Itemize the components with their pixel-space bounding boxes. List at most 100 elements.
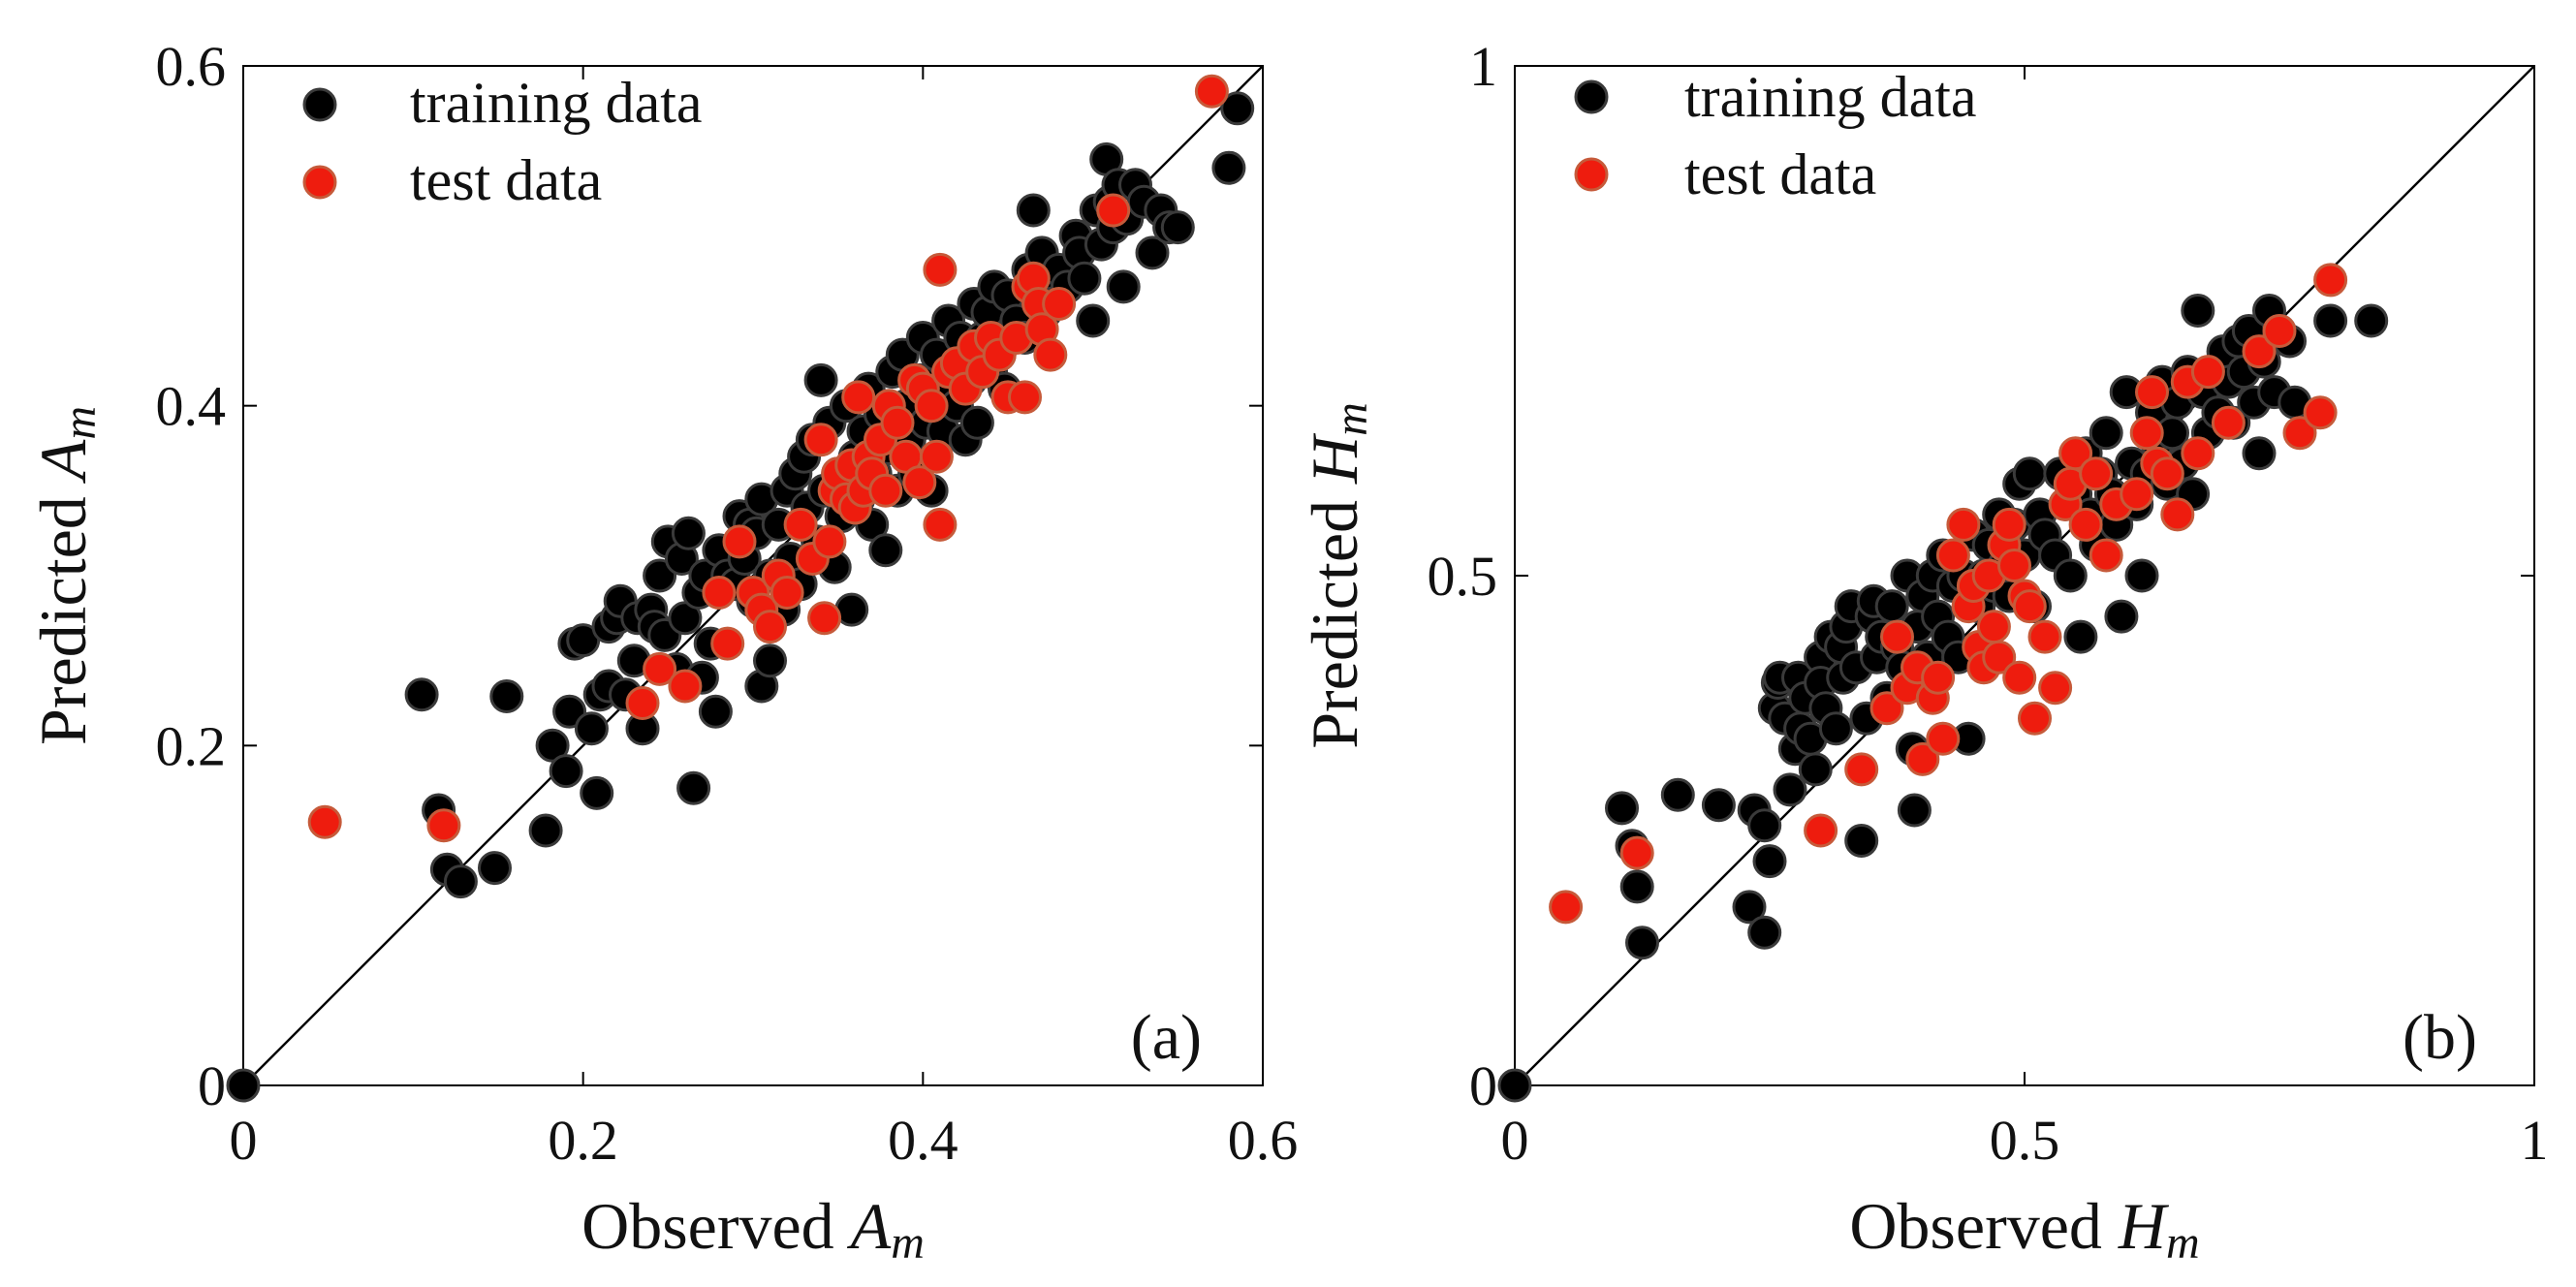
- legend-label-test-b: test data: [1684, 142, 1876, 206]
- training-point-a-14: [580, 775, 614, 810]
- test-point-a-0: [307, 804, 342, 839]
- test-point-b-44: [2181, 436, 2215, 471]
- plot-area-a: [242, 65, 1264, 1086]
- test-point-a-36: [919, 439, 954, 474]
- training-point-b-75: [2053, 558, 2088, 593]
- ticks-b: 0 0.5 1 0 0.5 1: [1428, 35, 2549, 1172]
- training-point-a-10: [552, 694, 587, 729]
- x-tick-label-a-0: 0: [230, 1109, 258, 1172]
- training-point-a-6: [489, 679, 524, 713]
- y-tick-label-a-3: 0.6: [156, 35, 227, 98]
- training-point-a-135: [1220, 91, 1255, 126]
- legend-marker-training-b: [1574, 79, 1609, 114]
- test-point-b-3: [1844, 752, 1879, 787]
- training-point-a-109: [1016, 193, 1051, 228]
- legend-label-training-b: training data: [1684, 65, 1977, 129]
- test-point-a-56: [1194, 74, 1229, 109]
- legend-b: training data test data: [1574, 65, 1977, 206]
- training-point-b-10: [1747, 915, 1782, 950]
- test-point-b-1: [1619, 835, 1654, 870]
- test-point-b-38: [2129, 416, 2164, 451]
- training-point-b-119: [2313, 303, 2348, 338]
- test-point-a-2: [625, 686, 660, 720]
- test-point-b-35: [2089, 538, 2123, 573]
- training-point-b-100: [2181, 294, 2215, 328]
- y-axis-label-b: Predicted Hm: [1298, 402, 1377, 749]
- training-point-a-134: [1211, 150, 1246, 185]
- training-point-b-89: [2124, 558, 2159, 593]
- test-point-b-46: [2211, 405, 2246, 440]
- legend-label-test-a: test data: [410, 148, 602, 212]
- test-point-a-55: [1096, 193, 1131, 228]
- test-point-b-48: [2262, 314, 2297, 348]
- training-point-a-118: [1067, 261, 1102, 296]
- test-point-b-27: [2018, 701, 2052, 736]
- training-point-a-49: [753, 644, 787, 678]
- test-point-a-23: [841, 380, 876, 415]
- test-point-a-7: [722, 524, 757, 559]
- training-point-a-4: [443, 864, 478, 899]
- test-point-b-24: [2002, 660, 2037, 695]
- training-point-b-4: [1625, 926, 1659, 960]
- test-point-a-12: [770, 576, 804, 610]
- x-axis-label-a: Observed Am: [581, 1189, 925, 1269]
- training-point-b-27: [1818, 711, 1853, 746]
- test-point-b-4: [1869, 691, 1904, 726]
- training-point-b-45: [1897, 793, 1932, 828]
- test-point-a-3: [643, 651, 677, 686]
- training-point-b-112: [2242, 436, 2277, 471]
- test-point-b-0: [1549, 890, 1584, 925]
- training-point-b-77: [2063, 619, 2098, 654]
- training-point-a-7: [528, 813, 563, 848]
- x-axis-label-b: Observed Hm: [1849, 1189, 2199, 1269]
- x-tick-label-a-2: 0.4: [888, 1109, 958, 1172]
- test-points-b: [1549, 263, 2348, 925]
- test-point-b-41: [2150, 456, 2184, 491]
- legend-marker-test-a: [302, 165, 337, 200]
- training-point-a-33: [676, 770, 711, 805]
- test-point-b-22: [1992, 507, 2026, 542]
- training-point-b-5: [1660, 777, 1695, 812]
- test-point-a-4: [668, 669, 703, 704]
- test-point-a-33: [902, 465, 937, 500]
- y-tick-label-b-0: 0: [1469, 1054, 1497, 1117]
- test-point-a-54: [1042, 287, 1077, 321]
- test-point-b-45: [2190, 355, 2225, 390]
- test-point-b-49: [2282, 416, 2317, 451]
- test-point-b-8: [1905, 741, 1940, 776]
- test-point-a-38: [923, 252, 958, 287]
- training-point-b-11: [1752, 844, 1787, 879]
- test-point-a-15: [803, 423, 838, 457]
- training-point-a-13: [574, 711, 609, 746]
- test-point-a-6: [710, 626, 745, 661]
- test-point-a-5: [702, 576, 737, 610]
- test-point-b-39: [2135, 375, 2169, 410]
- x-tick-label-b-0: 0: [1501, 1109, 1529, 1172]
- legend-a: training data test data: [302, 71, 703, 212]
- test-point-b-11: [1926, 721, 1961, 756]
- x-tick-label-a-1: 0.2: [548, 1109, 618, 1172]
- training-point-b-120: [2354, 303, 2389, 338]
- training-point-a-119: [1076, 303, 1111, 338]
- y-axis-label-a: Predicted Am: [26, 406, 106, 745]
- test-point-a-17: [812, 524, 847, 559]
- test-point-b-37: [2120, 477, 2154, 512]
- test-point-a-28: [868, 473, 903, 508]
- training-point-b-0: [1497, 1068, 1532, 1103]
- training-point-a-61: [803, 362, 838, 397]
- training-point-b-68: [2012, 456, 2047, 491]
- test-point-b-2: [1804, 813, 1838, 848]
- training-point-b-16: [1773, 772, 1807, 807]
- test-point-b-20: [1982, 640, 2017, 675]
- test-point-b-34: [2079, 456, 2114, 491]
- training-point-a-0: [226, 1068, 261, 1103]
- test-point-b-28: [2027, 619, 2062, 654]
- training-point-a-9: [549, 754, 583, 789]
- test-point-b-26: [2012, 589, 2047, 624]
- training-point-b-9: [1747, 808, 1782, 843]
- legend-label-training-a: training data: [410, 71, 703, 135]
- training-point-a-32: [671, 516, 706, 550]
- y-tick-label-a-1: 0.2: [156, 714, 227, 777]
